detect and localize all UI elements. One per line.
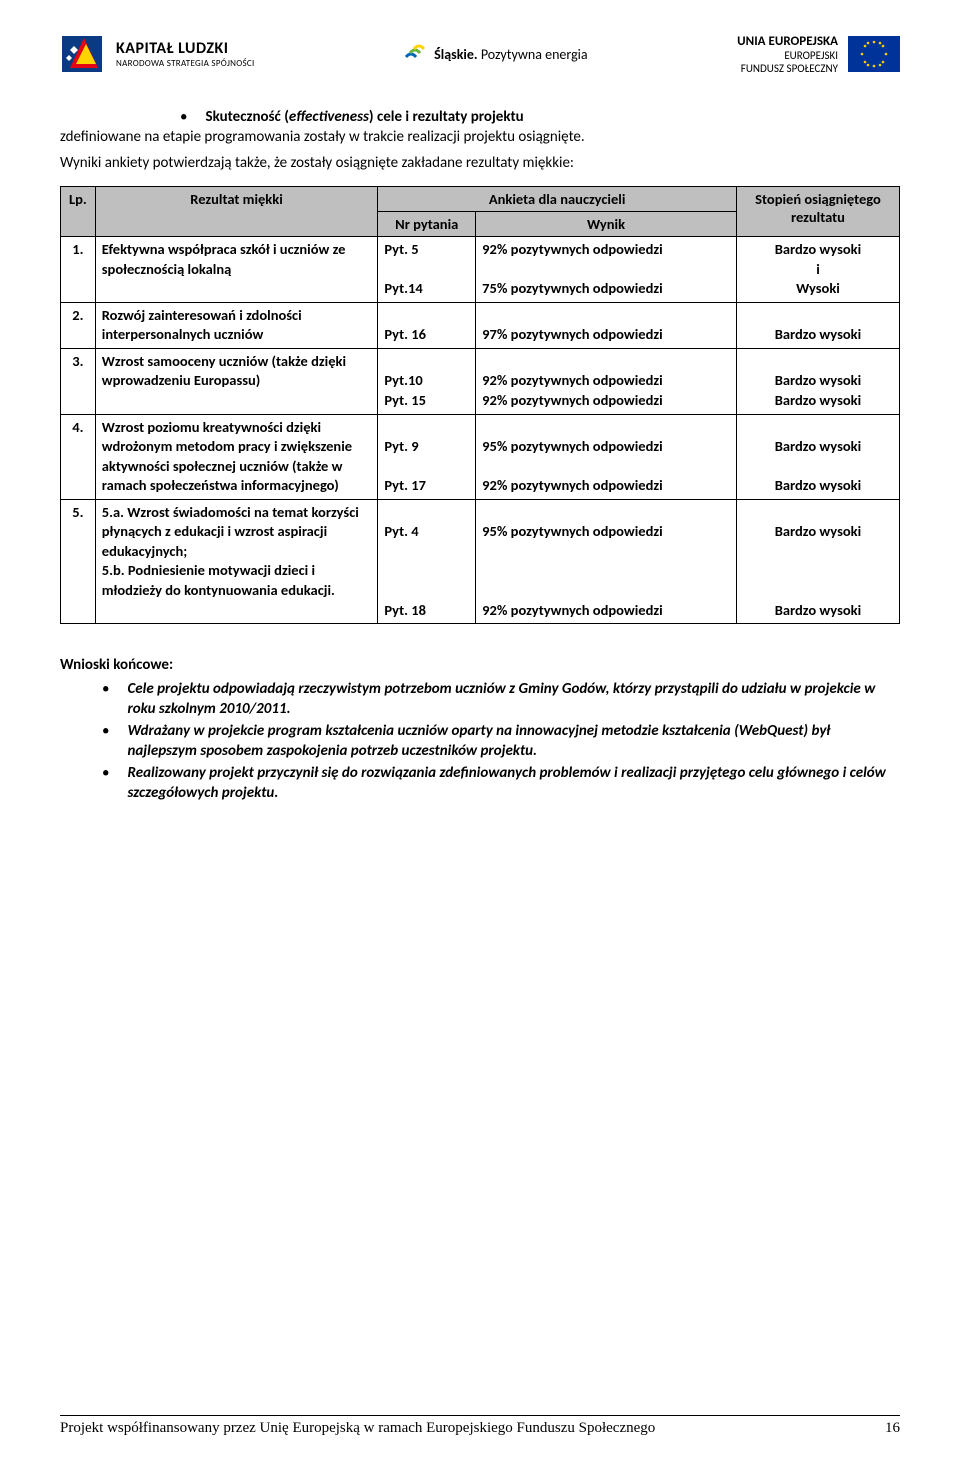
intro-line2: zdefiniowane na etapie programowania zos… <box>60 128 900 146</box>
cell-wynik: 92% pozytywnych odpowiedzi 75% pozytywny… <box>476 237 737 303</box>
intro-bullet: • Skuteczność (effectiveness) cele i rez… <box>180 108 900 126</box>
cell-wynik: 95% pozytywnych odpowiedzi 92% pozytywny… <box>476 499 737 623</box>
slaskie-text: Śląskie. Pozytywna energia <box>434 46 587 63</box>
conclusion-text: Cele projektu odpowiadają rzeczywistym p… <box>127 680 900 719</box>
ue-title: UNIA EUROPEJSKA <box>737 34 838 49</box>
th-rezultat: Rezultat miękki <box>95 187 378 237</box>
cell-lp: 1. <box>61 237 96 303</box>
kapital-ludzki-icon <box>60 30 108 78</box>
conclusions-title: Wnioski końcowe: <box>60 656 900 674</box>
conclusions: Wnioski końcowe: • Cele projektu odpowiad… <box>60 656 900 803</box>
eu-flag-icon <box>848 36 900 72</box>
ue-line2: FUNDUSZ SPOŁECZNY <box>741 62 838 75</box>
table-row: 3.Wzrost samooceny uczniów (także dzięki… <box>61 348 900 414</box>
th-wynik: Wynik <box>476 212 737 237</box>
th-nrpytania: Nr pytania <box>378 212 476 237</box>
footer: Projekt współfinansowany przez Unię Euro… <box>60 1415 900 1437</box>
cell-nrpytania: Pyt. 5 Pyt.14 <box>378 237 476 303</box>
footer-divider <box>60 1415 900 1416</box>
conclusion-item: • Realizowany projekt przyczynił się do r… <box>102 764 900 803</box>
bullet-icon: • <box>102 680 109 719</box>
cell-lp: 3. <box>61 348 96 414</box>
kl-subtitle: NARODOWA STRATEGIA SPÓJNOŚCI <box>116 58 255 69</box>
cell-wynik: 92% pozytywnych odpowiedzi 92% pozytywny… <box>476 348 737 414</box>
page-number: 16 <box>885 1420 900 1437</box>
intro-bullet-text: Skuteczność (effectiveness) cele i rezul… <box>205 108 900 126</box>
bullet-icon: • <box>102 722 109 761</box>
cell-stopien: Bardzo wysoki Bardzo wysoki <box>736 499 899 623</box>
cell-nrpytania: Pyt. 4 Pyt. 18 <box>378 499 476 623</box>
header-logos: KAPITAŁ LUDZKI NARODOWA STRATEGIA SPÓJNO… <box>60 30 900 78</box>
cell-nrpytania: Pyt. 9 Pyt. 17 <box>378 414 476 499</box>
cell-stopien: Bardzo wysoki <box>736 302 899 348</box>
cell-stopien: Bardzo wysoki i Wysoki <box>736 237 899 303</box>
conclusion-item: • Cele projektu odpowiadają rzeczywistym … <box>102 680 900 719</box>
table-row: 2.Rozwój zainteresowań i zdolności inter… <box>61 302 900 348</box>
table-row: 5.5.a. Wzrost świadomości na temat korzy… <box>61 499 900 623</box>
content: • Skuteczność (effectiveness) cele i rez… <box>60 108 900 803</box>
logo-slaskie: Śląskie. Pozytywna energia <box>404 43 587 65</box>
conclusion-text: Wdrażany w projekcie program kształcenia… <box>127 722 900 761</box>
cell-wynik: 95% pozytywnych odpowiedzi 92% pozytywny… <box>476 414 737 499</box>
conclusion-text: Realizowany projekt przyczynił się do ro… <box>127 764 900 803</box>
slaskie-icon <box>404 43 426 65</box>
cell-lp: 4. <box>61 414 96 499</box>
kl-title: KAPITAŁ LUDZKI <box>116 39 255 58</box>
table-row: 1.Efektywna współpraca szkół i uczniów z… <box>61 237 900 303</box>
cell-wynik: 97% pozytywnych odpowiedzi <box>476 302 737 348</box>
logo-ue: UNIA EUROPEJSKA EUROPEJSKI FUNDUSZ SPOŁE… <box>737 34 900 75</box>
intro-para: Wyniki ankiety potwierdzają także, że zo… <box>60 154 900 172</box>
th-lp: Lp. <box>61 187 96 237</box>
cell-stopien: Bardzo wysoki Bardzo wysoki <box>736 348 899 414</box>
cell-nrpytania: Pyt.10 Pyt. 15 <box>378 348 476 414</box>
bullet-icon: • <box>180 108 187 126</box>
table-row: 4.Wzrost poziomu kreatywności dzięki wdr… <box>61 414 900 499</box>
th-ankieta: Ankieta dla nauczycieli <box>378 187 737 212</box>
cell-stopien: Bardzo wysoki Bardzo wysoki <box>736 414 899 499</box>
footer-text: Projekt współfinansowany przez Unię Euro… <box>60 1420 655 1437</box>
logo-kapital-ludzki: KAPITAŁ LUDZKI NARODOWA STRATEGIA SPÓJNO… <box>60 30 255 78</box>
cell-rezultat: 5.a. Wzrost świadomości na temat korzyśc… <box>95 499 378 623</box>
cell-rezultat: Wzrost poziomu kreatywności dzięki wdroż… <box>95 414 378 499</box>
conclusion-item: • Wdrażany w projekcie program kształceni… <box>102 722 900 761</box>
cell-nrpytania: Pyt. 16 <box>378 302 476 348</box>
cell-rezultat: Wzrost samooceny uczniów (także dzięki w… <box>95 348 378 414</box>
cell-rezultat: Efektywna współpraca szkół i uczniów ze … <box>95 237 378 303</box>
bullet-icon: • <box>102 764 109 803</box>
cell-lp: 2. <box>61 302 96 348</box>
th-stopien: Stopień osiągniętego rezultatu <box>736 187 899 237</box>
ue-line1: EUROPEJSKI <box>784 49 838 62</box>
results-table: Lp. Rezultat miękki Ankieta dla nauczyci… <box>60 186 900 624</box>
cell-lp: 5. <box>61 499 96 623</box>
cell-rezultat: Rozwój zainteresowań i zdolności interpe… <box>95 302 378 348</box>
